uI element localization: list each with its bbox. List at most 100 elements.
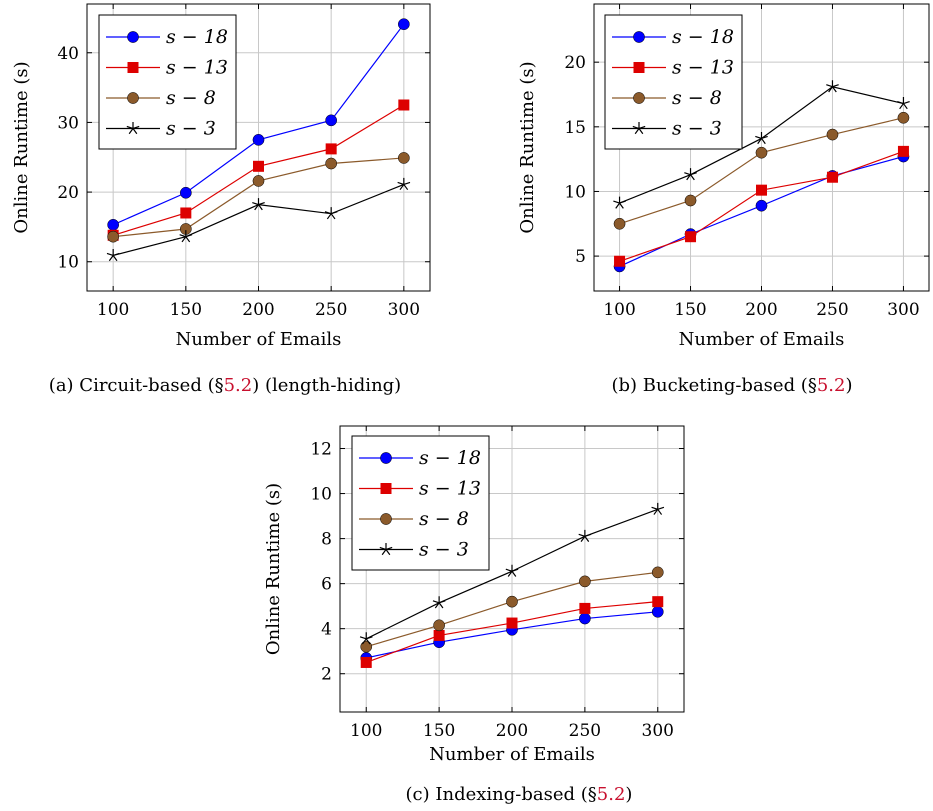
y-axis-label: Online Runtime (s) xyxy=(263,483,284,655)
y-tick-label: 20 xyxy=(57,183,79,203)
caption-ref-link: 5.2 xyxy=(597,784,626,805)
data-point xyxy=(360,640,373,653)
data-point xyxy=(398,99,410,111)
data-point xyxy=(325,114,338,127)
y-tick-label: 4 xyxy=(321,620,332,640)
legend-label: s − 3 xyxy=(166,118,216,140)
legend-label: s − 13 xyxy=(166,57,228,79)
legend-label: s − 13 xyxy=(672,57,734,79)
y-tick-label: 15 xyxy=(564,118,586,138)
y-tick-label: 2 xyxy=(321,665,332,685)
data-point xyxy=(433,619,445,632)
series-2 xyxy=(614,145,909,267)
legend: s − 18 s − 13 s − 8 s − 3 xyxy=(98,14,237,150)
x-tick-label: 200 xyxy=(242,300,274,320)
y-axis-label: Online Runtime (s) xyxy=(517,61,538,233)
data-point xyxy=(614,255,626,267)
data-point xyxy=(397,152,410,164)
data-point xyxy=(652,596,664,608)
caption-ref-link: 5.2 xyxy=(817,375,846,396)
y-tick-label: 8 xyxy=(321,530,332,550)
legend-marker xyxy=(127,92,139,104)
data-point xyxy=(613,217,626,230)
data-point xyxy=(325,143,337,155)
chart-panel-3: 100 150 200 250 300 2 4 6 8 10 12 Number of Emails O… xyxy=(263,425,685,805)
data-point xyxy=(684,194,697,207)
legend-marker xyxy=(380,483,392,494)
legend-marker xyxy=(379,543,393,556)
legend-marker xyxy=(633,62,645,73)
data-point xyxy=(397,177,411,191)
chart-panel-1: 100 150 200 250 300 10 20 30 40 Number of Emails O… xyxy=(11,3,431,396)
data-point xyxy=(506,595,518,608)
legend-label: s − 18 xyxy=(672,26,734,48)
y-tick-label: 6 xyxy=(321,575,332,595)
data-point xyxy=(505,564,519,577)
x-axis-label: Number of Emails xyxy=(679,329,845,350)
caption-text: ) xyxy=(845,375,852,396)
data-point xyxy=(106,248,120,262)
figure-caption: (c) Indexing-based (§5.2) xyxy=(406,784,633,805)
y-axis-label: Online Runtime (s) xyxy=(11,61,32,233)
data-point xyxy=(579,602,591,614)
data-point xyxy=(613,196,626,209)
legend-label: s − 3 xyxy=(419,539,469,561)
series-4 xyxy=(359,502,665,645)
data-point xyxy=(252,133,265,146)
data-point xyxy=(107,218,120,231)
data-point xyxy=(325,157,338,170)
data-point xyxy=(432,596,446,609)
data-point xyxy=(180,207,192,219)
legend-marker xyxy=(632,122,646,135)
data-point xyxy=(684,168,697,181)
data-point xyxy=(579,575,591,588)
legend-marker xyxy=(380,452,392,464)
data-point xyxy=(897,145,909,157)
data-point xyxy=(506,617,518,629)
data-point xyxy=(826,80,839,93)
y-tick-label: 10 xyxy=(57,253,79,273)
data-point xyxy=(578,529,592,542)
data-point xyxy=(826,128,839,141)
caption-text: (a) Circuit-based (§ xyxy=(49,375,224,396)
legend-label: s − 18 xyxy=(419,447,481,469)
data-point xyxy=(179,186,192,199)
data-point xyxy=(897,111,910,124)
data-point xyxy=(433,629,445,641)
y-tick-label: 40 xyxy=(57,44,79,64)
x-tick-label: 150 xyxy=(423,721,455,741)
caption-text: ) xyxy=(625,784,632,805)
legend: s − 18 s − 13 s − 8 s − 3 xyxy=(351,435,490,571)
series-3 xyxy=(360,566,664,653)
legend: s − 18 s − 13 s − 8 s − 3 xyxy=(604,14,743,150)
legend-marker xyxy=(127,62,139,73)
data-point xyxy=(651,605,664,618)
y-tick-label: 5 xyxy=(575,247,586,267)
legend-marker xyxy=(633,31,645,43)
data-point xyxy=(252,198,265,211)
legend-marker xyxy=(633,92,645,104)
x-axis-label: Number of Emails xyxy=(429,744,595,765)
y-tick-label: 10 xyxy=(564,182,586,202)
data-point xyxy=(579,612,591,625)
y-tick-label: 10 xyxy=(310,485,332,505)
data-point xyxy=(324,207,338,220)
data-point xyxy=(756,184,767,196)
chart-panel-2: 100 150 200 250 300 5 10 15 20 Number of Emails On… xyxy=(517,3,930,396)
x-tick-label: 100 xyxy=(97,300,129,320)
data-point xyxy=(897,97,910,110)
figure-caption: (a) Circuit-based (§5.2) (length-hiding) xyxy=(49,375,401,396)
data-point xyxy=(179,230,193,243)
data-point xyxy=(252,175,265,187)
x-axis-label: Number of Emails xyxy=(176,329,342,350)
x-tick-label: 250 xyxy=(315,300,347,320)
legend-label: s − 8 xyxy=(419,508,469,530)
series-4 xyxy=(613,80,910,209)
x-tick-label: 150 xyxy=(674,300,706,320)
caption-text: (b) Bucketing-based (§ xyxy=(611,375,816,396)
data-point xyxy=(755,131,768,145)
y-tick-label: 30 xyxy=(57,113,79,133)
legend-marker xyxy=(126,122,140,135)
legend-label: s − 13 xyxy=(419,478,481,500)
